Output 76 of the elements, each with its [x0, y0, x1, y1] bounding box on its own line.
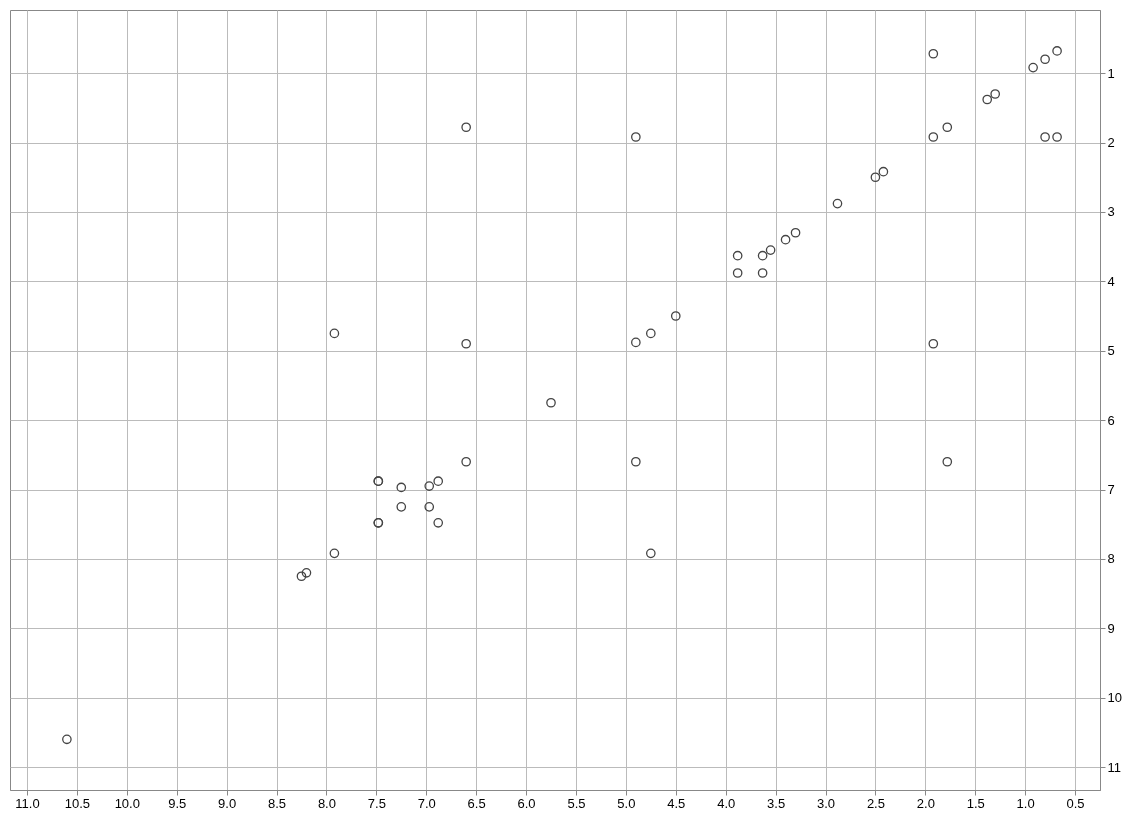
point	[424, 502, 435, 512]
point	[832, 198, 843, 209]
point	[645, 328, 656, 339]
point	[870, 172, 881, 183]
point	[461, 122, 471, 133]
point	[757, 250, 768, 261]
point	[424, 481, 435, 491]
point	[732, 268, 743, 278]
point	[546, 397, 556, 408]
point	[982, 94, 993, 105]
point	[790, 227, 801, 238]
x-tick-label: 4.0	[717, 795, 736, 811]
point	[928, 338, 939, 349]
x-tick-label: 3.0	[816, 795, 836, 811]
y-tick-label: 1	[1107, 65, 1115, 81]
x-tick-label: 7.0	[417, 795, 436, 811]
y-tick-label: 11	[1107, 759, 1121, 775]
y-tick-label: 5	[1107, 343, 1115, 359]
x-tick-label: 5.0	[617, 795, 636, 811]
point	[1040, 54, 1050, 65]
point	[990, 89, 1001, 99]
x-tick-label: 2.0	[916, 795, 935, 811]
point	[1028, 62, 1038, 73]
point	[396, 502, 407, 512]
x-tick-label: 5.5	[567, 795, 586, 811]
y-tick-label: 3	[1107, 204, 1115, 220]
point	[461, 456, 471, 467]
x-tick-label: 6.5	[467, 795, 486, 811]
x-tick-label: 9.5	[168, 795, 187, 811]
x-tick-label: 8.0	[317, 795, 336, 811]
y-tick-label: 8	[1107, 551, 1115, 567]
y-tick-label: 4	[1107, 273, 1115, 289]
point	[1052, 46, 1062, 56]
x-tick-label: 8.5	[267, 795, 287, 811]
point	[942, 456, 953, 467]
point	[928, 48, 939, 59]
point	[765, 245, 776, 255]
y-tick-label: 7	[1107, 482, 1115, 498]
point	[631, 456, 641, 467]
point	[461, 338, 471, 349]
point	[757, 268, 768, 278]
point	[670, 311, 681, 321]
x-tick-label: 10.5	[64, 795, 91, 811]
point	[878, 166, 889, 177]
y-tick-label: 10	[1107, 690, 1122, 706]
y-tick-label: 6	[1107, 412, 1115, 428]
point	[780, 234, 791, 245]
point	[329, 548, 340, 559]
x-tick-label: 7.5	[367, 795, 386, 811]
x-tick-label: 1.0	[1016, 795, 1035, 811]
point	[928, 132, 939, 142]
x-tick-label: 3.5	[767, 795, 786, 811]
x-tick-label: 9.0	[218, 795, 237, 811]
point	[1040, 132, 1050, 142]
point	[433, 518, 444, 528]
point	[732, 250, 743, 261]
x-tick-label: 1.5	[966, 795, 985, 811]
x-tick-label: 6.0	[517, 795, 536, 811]
point	[631, 132, 641, 142]
point	[1052, 132, 1062, 142]
point	[645, 548, 656, 559]
point	[301, 567, 312, 578]
y-tick-label: 9	[1107, 620, 1115, 636]
point	[62, 734, 72, 745]
point	[296, 571, 307, 582]
point	[433, 476, 444, 487]
x-tick-label: 11.0	[15, 795, 40, 811]
point	[329, 328, 340, 339]
x-tick-label: 2.5	[866, 795, 885, 811]
y-tick-label: 2	[1107, 135, 1115, 151]
point	[631, 337, 641, 348]
point	[942, 122, 953, 133]
x-tick-label: 10.0	[114, 795, 140, 811]
x-tick-label: 0.5	[1066, 795, 1085, 811]
x-tick-label: 4.5	[667, 795, 686, 811]
point	[396, 482, 407, 493]
